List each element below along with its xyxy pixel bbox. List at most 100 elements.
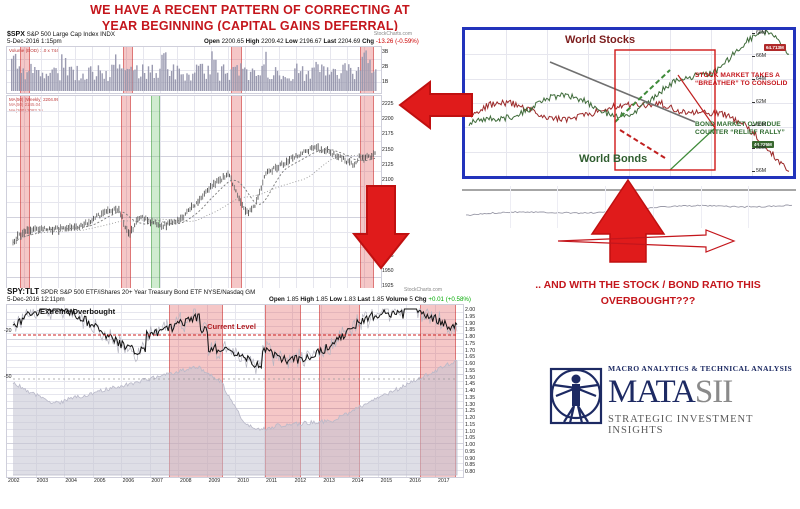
volume-bar — [321, 64, 323, 91]
ratio-x-tick-3: 2005 — [94, 478, 106, 484]
volume-bar — [299, 71, 302, 91]
ratio-y-tick-14: 1.30 — [465, 401, 476, 408]
volume-bar — [315, 61, 317, 91]
volume-bar — [326, 67, 329, 91]
spx-header: $SPX S&P 500 Large Cap Index INDX — [7, 31, 115, 39]
ratio-osc-tick-0: -20 — [4, 328, 12, 334]
ratio-plot[interactable] — [6, 304, 464, 478]
grid-line-h — [7, 201, 381, 203]
grid-line-v — [211, 96, 212, 292]
volume-bar — [246, 69, 248, 91]
volume-bar — [325, 75, 327, 91]
stockcharts-credit-spx: StockCharts.com — [373, 31, 412, 37]
ratio-x-tick-14: 2016 — [409, 478, 421, 484]
ratio-high-value: 1.85 — [315, 296, 328, 303]
spx-symbol: $SPX — [7, 31, 25, 38]
price-tag-bonds: 44.225M — [752, 141, 774, 148]
ratio-x-tick-4: 2006 — [122, 478, 135, 484]
volume-bar — [309, 78, 311, 91]
volume-bar — [116, 68, 119, 91]
spx-high-value: 2209.42 — [261, 38, 284, 45]
ratio-x-tick-8: 2010 — [237, 478, 249, 484]
volume-bar — [167, 69, 169, 91]
chart-series-svg — [11, 50, 377, 91]
grid-line-h — [7, 58, 381, 60]
volume-bar — [80, 78, 82, 91]
spx-chg-label: Chg — [362, 38, 375, 45]
ratio-y-tick-12: 1.40 — [465, 388, 476, 394]
note-bond-line-1: BOND MARKET OVERDUE — [695, 121, 781, 128]
volume-bar — [105, 71, 107, 91]
volume-bar — [41, 72, 44, 91]
volume-bar — [342, 64, 344, 91]
volume-bar — [355, 71, 358, 91]
grid-line-h — [7, 401, 463, 403]
volume-bar — [363, 52, 365, 91]
grid-line-v — [245, 96, 246, 292]
spx-chart-panel[interactable]: $SPX S&P 500 Large Cap Index INDX 5-Dec-… — [4, 31, 419, 298]
series-path — [677, 74, 716, 129]
volume-bar — [192, 73, 194, 91]
grid-line-v — [263, 305, 265, 477]
ratio-open-label: Open — [269, 296, 285, 303]
series-path — [614, 69, 671, 123]
volume-bar — [12, 55, 15, 91]
grid-line-h — [7, 332, 463, 334]
world-markets-plot[interactable] — [465, 30, 793, 176]
highlight-zone — [20, 96, 31, 292]
grid-line-h — [7, 366, 463, 368]
volume-bar — [375, 69, 377, 91]
grid-line-h — [7, 276, 381, 278]
ratio-chart-panel[interactable]: SPY:TLT SPDR S&P 500 ETF/iShares 20+ Yea… — [4, 287, 504, 506]
highlight-zone — [231, 96, 242, 292]
grid-line-v — [92, 305, 94, 477]
grid-line-v — [228, 96, 229, 292]
volume-bar — [178, 68, 180, 91]
volume-bar — [213, 59, 215, 91]
grid-line-v — [364, 96, 365, 292]
spx-open-label: Open — [204, 38, 220, 45]
ratio-volume-label: Volume — [385, 296, 408, 303]
matasii-logo[interactable]: MACRO ANALYTICS & TECHNICAL ANALYSIS MAT… — [548, 358, 794, 442]
volume-bar — [30, 63, 32, 91]
spx-price-plot[interactable]: MA(50) (Weekly) 2204.99 MA(50) 2145.04 M… — [6, 95, 382, 293]
volume-bar — [207, 65, 209, 91]
volume-bar — [14, 53, 17, 91]
volume-bar — [359, 70, 362, 91]
series-path — [12, 154, 375, 243]
series-path — [468, 30, 790, 127]
volume-bar — [278, 75, 281, 91]
volume-bar — [334, 69, 336, 91]
world-stocks-bonds-panel[interactable]: World Stocks World Bonds — [462, 27, 796, 179]
volume-bar — [161, 54, 163, 91]
spx-y-tick-3: 2150 — [382, 146, 394, 153]
spx-volume-plot[interactable]: Volume (EOD) 1.0 x 744 — [6, 46, 382, 94]
grid-line-h — [7, 318, 463, 320]
volume-bar — [113, 64, 115, 91]
world-y-tick-2: 64M — [756, 76, 767, 82]
grid-line-h — [7, 70, 381, 71]
volume-bar — [373, 71, 375, 91]
grid-line-h — [7, 387, 463, 389]
ratio-low-label: Low — [329, 296, 342, 303]
volume-bar — [288, 78, 290, 91]
volume-bar — [157, 77, 159, 91]
vitruvian-man-icon — [549, 367, 603, 425]
volume-bar — [61, 54, 63, 91]
logo-name-dark: MATA — [608, 374, 696, 410]
volume-bar — [180, 74, 182, 91]
volume-bar — [228, 79, 231, 91]
volume-bar — [130, 66, 132, 91]
spx-y-tick-4: 2125 — [382, 161, 394, 168]
volume-bar — [124, 70, 127, 91]
volume-bar — [55, 68, 57, 91]
volume-bar — [64, 58, 67, 91]
volume-bar — [122, 68, 125, 91]
volume-bar — [226, 72, 229, 91]
grid-line-v — [377, 305, 379, 477]
volume-bar — [346, 70, 348, 91]
volume-bar — [234, 66, 236, 91]
grid-line-h — [7, 231, 381, 233]
volume-bar — [352, 73, 354, 91]
grid-line-h — [465, 54, 793, 56]
